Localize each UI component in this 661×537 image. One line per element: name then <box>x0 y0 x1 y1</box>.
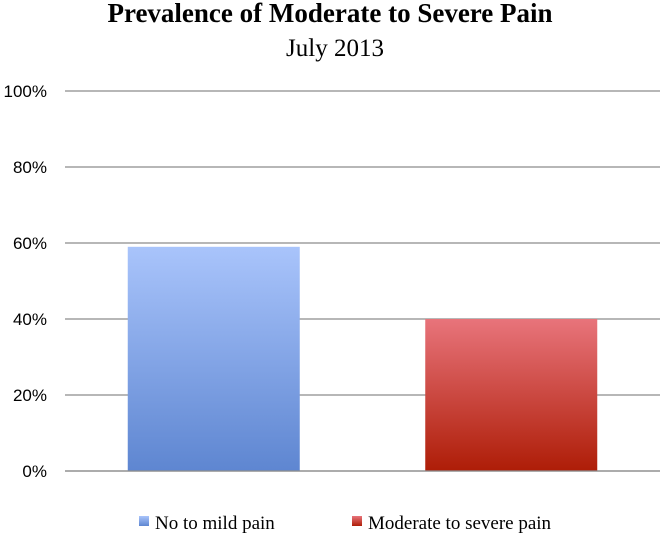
legend-swatch <box>139 516 149 526</box>
bar-moderate-to-severe-pain <box>425 319 598 471</box>
y-axis-ticks: 0% 20% 40% 60% 80% 100% <box>4 82 47 481</box>
bars <box>65 246 660 472</box>
chart-subtitle: July 2013 <box>286 35 384 62</box>
legend: No to mild pain Moderate to severe pain <box>139 513 552 534</box>
y-tick-label: 80% <box>13 158 47 177</box>
y-tick-label: 40% <box>13 310 47 329</box>
chart-title: Prevalence of Moderate to Severe Pain <box>107 0 552 28</box>
bar-no-to-mild-pain <box>127 246 300 471</box>
legend-label: Moderate to severe pain <box>368 513 552 534</box>
legend-swatch <box>352 516 362 526</box>
y-tick-label: 60% <box>13 234 47 253</box>
y-tick-label: 0% <box>22 462 47 481</box>
legend-label: No to mild pain <box>155 513 275 534</box>
y-tick-label: 20% <box>13 386 47 405</box>
y-tick-label: 100% <box>4 82 47 101</box>
